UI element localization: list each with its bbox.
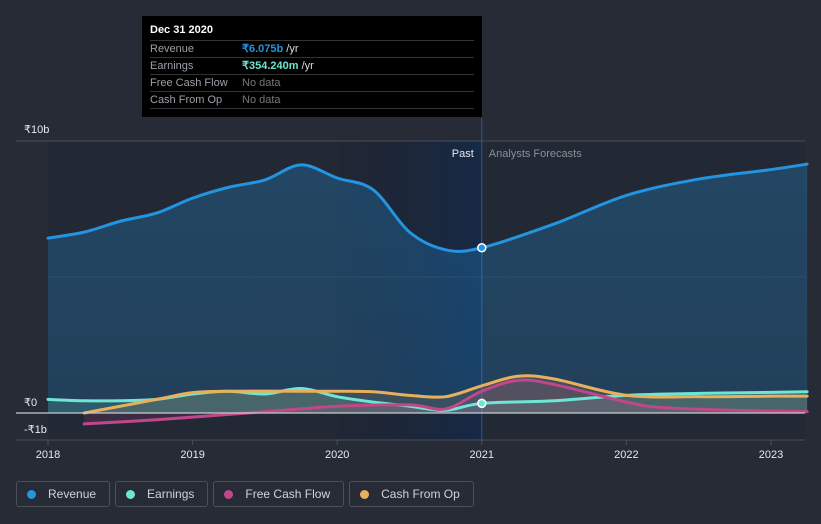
legend-label: Free Cash Flow xyxy=(245,487,331,501)
unit: /yr xyxy=(283,43,299,55)
legend: Revenue Earnings Free Cash Flow Cash Fro… xyxy=(16,481,474,507)
legend-item-free-cash-flow[interactable]: Free Cash Flow xyxy=(213,481,345,507)
tooltip-date: Dec 31 2020 xyxy=(150,24,474,41)
x-tick-label: 2021 xyxy=(470,449,494,461)
revenue-value: ₹6.075b xyxy=(242,43,284,55)
y-tick-label: ₹0 xyxy=(24,397,37,409)
legend-item-earnings[interactable]: Earnings xyxy=(115,481,209,507)
tooltip-label: Free Cash Flow xyxy=(150,77,228,89)
past-label: Past xyxy=(452,148,474,160)
tooltip-value: No data xyxy=(242,94,281,106)
cash-from-op-line xyxy=(82,374,809,415)
x-tick-label: 2023 xyxy=(759,449,783,461)
earnings-area xyxy=(48,388,808,413)
forecast-label: Analysts Forecasts xyxy=(489,148,582,160)
tooltip-label: Cash From Op xyxy=(150,94,223,106)
y-tick-label: ₹10b xyxy=(24,124,49,136)
tooltip-row-cash-from-op: Cash From Op No data xyxy=(150,92,474,109)
free-cash-flow-line xyxy=(82,378,809,426)
legend-label: Revenue xyxy=(48,487,97,501)
tooltip-value: ₹6.075b /yr xyxy=(242,41,299,57)
revenue-line xyxy=(46,162,809,253)
x-tick-label: 2019 xyxy=(180,449,204,461)
right-margin xyxy=(805,141,821,440)
tooltip-row-earnings: Earnings ₹354.240m /yr xyxy=(150,58,474,75)
x-tick-label: 2022 xyxy=(614,449,638,461)
legend-item-revenue[interactable]: Revenue xyxy=(16,481,111,507)
tooltip: Dec 31 2020 Revenue ₹6.075b /yr Earnings… xyxy=(142,16,482,117)
revenue-area xyxy=(48,164,808,413)
tooltip-label: Revenue xyxy=(150,43,195,55)
legend-dot-icon xyxy=(126,489,136,499)
legend-dot-icon xyxy=(224,489,234,499)
tooltip-value: ₹354.240m /yr xyxy=(242,58,314,74)
cash-from-op-area xyxy=(84,375,808,413)
tooltip-row-revenue: Revenue ₹6.075b /yr xyxy=(150,41,474,58)
y-tick-label: -₹1b xyxy=(24,424,47,436)
revenue-hover-marker xyxy=(477,243,487,253)
x-tick-label: 2020 xyxy=(325,449,349,461)
legend-label: Earnings xyxy=(147,487,195,501)
earnings-value: ₹354.240m xyxy=(242,60,299,72)
legend-item-cash-from-op[interactable]: Cash From Op xyxy=(349,481,474,507)
legend-dot-icon xyxy=(360,489,370,499)
x-tick-label: 2018 xyxy=(36,449,60,461)
tooltip-label: Earnings xyxy=(150,60,194,72)
legend-label: Cash From Op xyxy=(381,487,460,501)
tooltip-value: No data xyxy=(242,77,281,89)
legend-dot-icon xyxy=(27,489,36,499)
earnings-hover-marker xyxy=(477,398,487,409)
tooltip-row-free-cash-flow: Free Cash Flow No data xyxy=(150,75,474,92)
unit: /yr xyxy=(298,60,314,72)
